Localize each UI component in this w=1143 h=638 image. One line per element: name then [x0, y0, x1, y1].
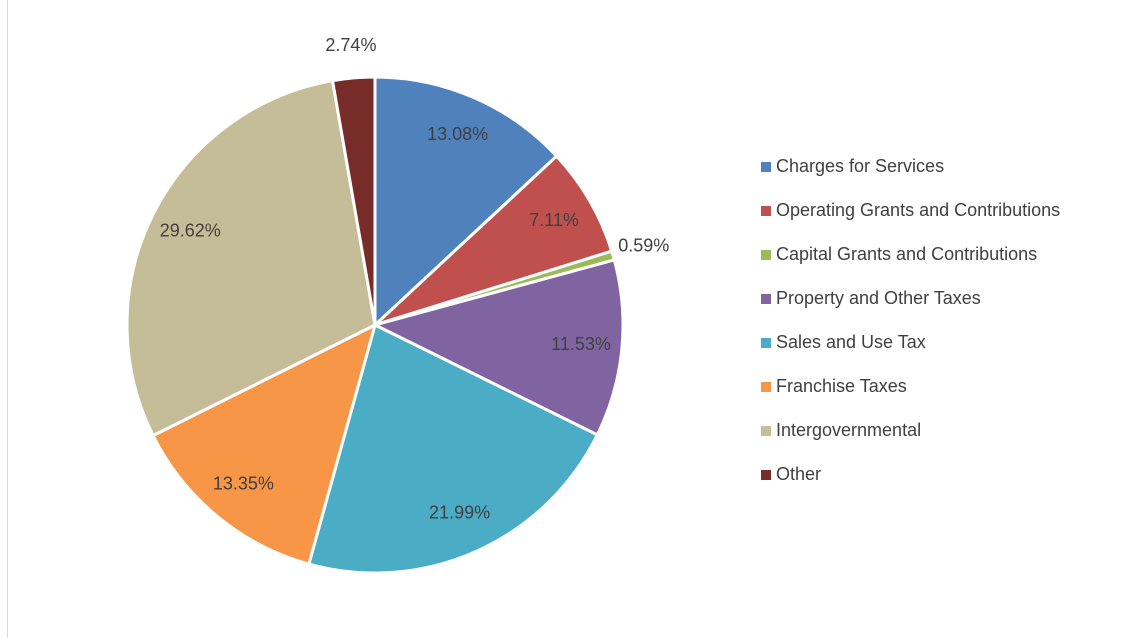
legend-swatch — [761, 470, 771, 480]
pie-slice — [307, 322, 600, 575]
chart-border — [7, 0, 8, 638]
pie-slice — [373, 75, 559, 329]
legend-label: Charges for Services — [776, 156, 944, 176]
slice-label: 21.99% — [429, 503, 490, 523]
slice-label: 13.08% — [427, 124, 488, 144]
legend-swatch — [761, 206, 771, 216]
pie-slice — [373, 154, 614, 327]
slice-label: 7.11% — [529, 210, 579, 230]
legend-label: Capital Grants and Contributions — [776, 244, 1037, 264]
slice-label: 13.35% — [213, 474, 274, 494]
legend-label: Property and Other Taxes — [776, 288, 981, 308]
legend-swatch — [761, 382, 771, 392]
slice-label: 29.62% — [160, 220, 221, 240]
pie-slice — [125, 78, 377, 438]
slice-label: 11.53% — [551, 334, 611, 354]
pie-slice — [330, 75, 377, 326]
pie-slice — [370, 258, 625, 437]
pie-slice — [151, 322, 378, 566]
legend-label: Franchise Taxes — [776, 376, 907, 396]
legend-label: Other — [776, 464, 821, 484]
slice-label: 0.59% — [618, 235, 669, 255]
legend-label: Sales and Use Tax — [776, 332, 926, 352]
legend-label: Intergovernmental — [776, 420, 921, 440]
legend-swatch — [761, 294, 771, 304]
legend-label: Operating Grants and Contributions — [776, 200, 1060, 220]
slice-label: 2.74% — [325, 35, 376, 55]
legend-swatch — [761, 338, 771, 348]
legend-swatch — [761, 426, 771, 436]
legend-swatch — [761, 162, 771, 172]
legend-swatch — [761, 250, 771, 260]
